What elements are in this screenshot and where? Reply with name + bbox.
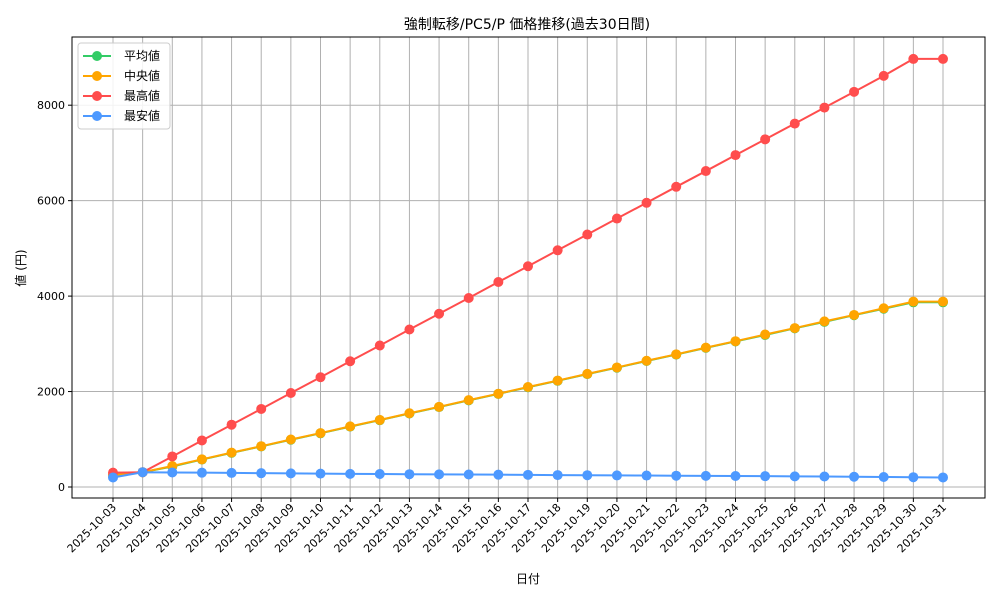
y-axis-label: 値 (円) (13, 249, 28, 286)
x-axis-ticks: 2025-10-032025-10-042025-10-052025-10-06… (65, 498, 949, 555)
legend-marker-icon (92, 91, 102, 101)
svg-text:最高値: 最高値 (124, 88, 160, 103)
legend-item: 最高値 (83, 88, 160, 103)
legend-marker-icon (92, 71, 102, 81)
svg-text:中央値: 中央値 (124, 68, 160, 83)
series-最安値 (108, 467, 948, 483)
series-lines (108, 53, 948, 483)
chart-title: 強制転移/PC5/P 価格推移(過去30日間) (404, 17, 650, 33)
legend-marker-icon (92, 51, 102, 61)
svg-text:最安値: 最安値 (124, 108, 160, 123)
x-axis-label: 日付 (516, 572, 540, 586)
y-tick-label: 6000 (37, 195, 65, 208)
y-tick-label: 8000 (37, 99, 65, 112)
y-tick-label: 4000 (37, 290, 65, 303)
legend-item: 平均値 (83, 48, 160, 63)
series-中央値 (108, 296, 948, 481)
y-axis-ticks: 0 2000 4000 6000 8000 (37, 99, 72, 494)
legend-item: 最安値 (83, 108, 160, 123)
y-tick-label: 0 (58, 481, 65, 494)
y-tick-label: 2000 (37, 386, 65, 399)
series-最高値 (108, 53, 948, 478)
svg-text:平均値: 平均値 (124, 48, 160, 63)
legend-marker-icon (92, 111, 102, 121)
legend-item: 中央値 (83, 68, 160, 83)
